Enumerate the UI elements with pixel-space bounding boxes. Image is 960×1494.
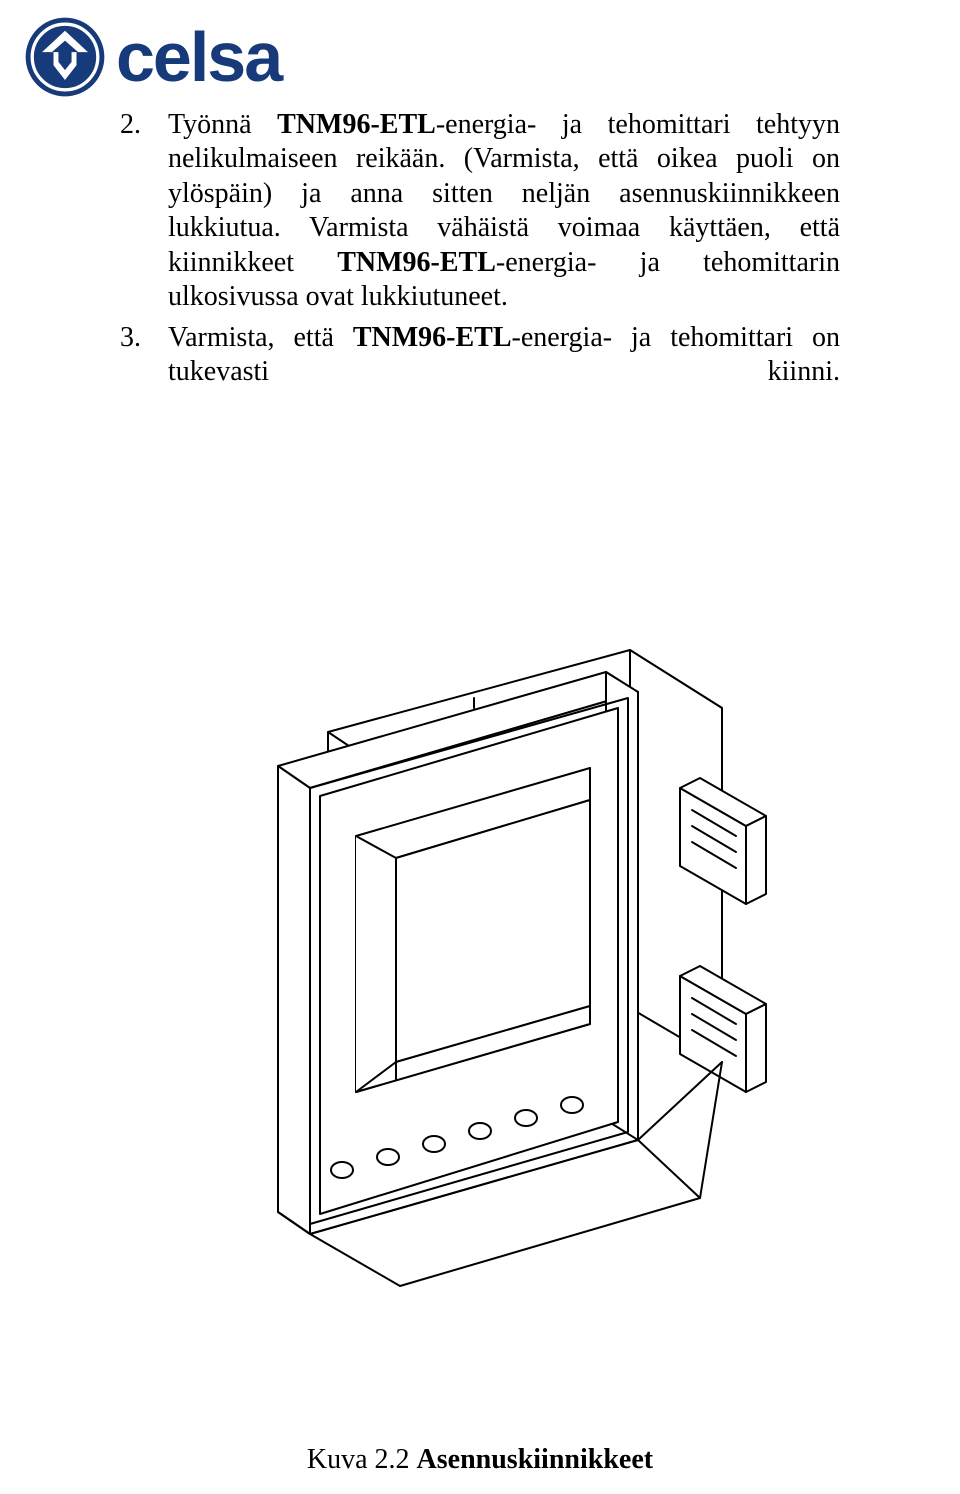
list-body: Työnnä TNM96-ETL-energia- ja tehomittari… [168, 108, 840, 315]
text: Työnnä [168, 109, 277, 140]
product-name: TNM96-ETL [277, 109, 436, 140]
logo-text: celsa [116, 22, 281, 92]
caption-prefix: Kuva 2.2 [307, 1444, 417, 1475]
logo-badge-icon [24, 16, 106, 98]
list-body: Varmista, että TNM96-ETL-energia- ja teh… [168, 321, 840, 390]
list-number: 2. [120, 108, 168, 315]
product-name: TNM96-ETL [353, 322, 512, 353]
figure-caption: Kuva 2.2 Asennuskiinnikkeet [0, 1444, 960, 1476]
instruction-list: 2. Työnnä TNM96-ETL-energia- ja tehomitt… [120, 108, 840, 396]
instruction-item-3: 3. Varmista, että TNM96-ETL-energia- ja … [120, 321, 840, 390]
brand-logo: celsa [24, 16, 281, 98]
caption-title: Asennuskiinnikkeet [417, 1444, 654, 1475]
device-isometric-diagram [160, 610, 800, 1330]
text: Varmista, että [168, 322, 353, 353]
product-name: TNM96-ETL [337, 247, 496, 278]
instruction-item-2: 2. Työnnä TNM96-ETL-energia- ja tehomitt… [120, 108, 840, 315]
list-number: 3. [120, 321, 168, 390]
